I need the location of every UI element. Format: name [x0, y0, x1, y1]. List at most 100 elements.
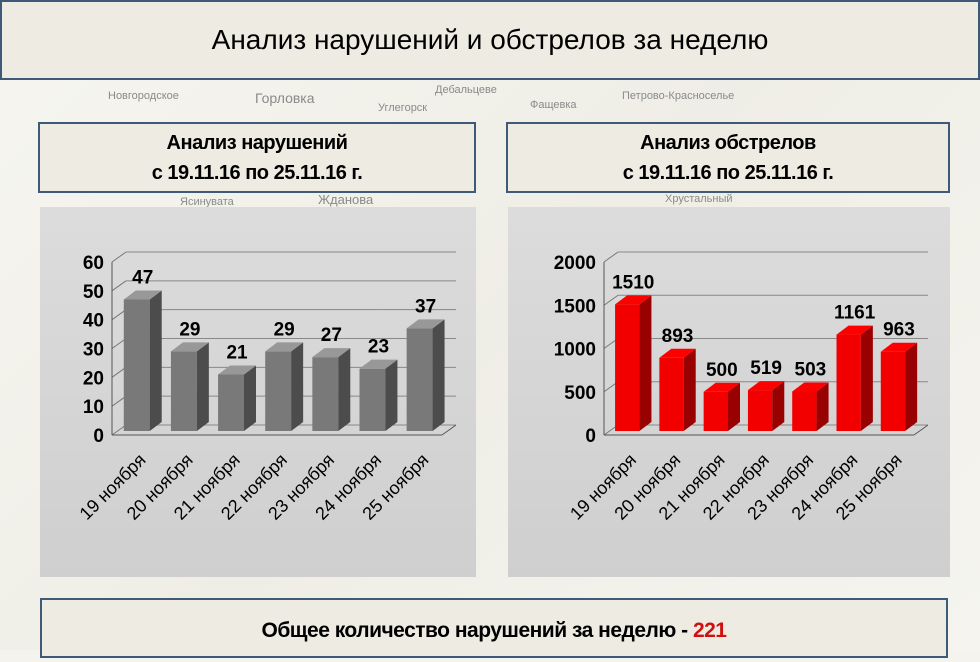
bar: [123, 299, 150, 431]
data-label: 29: [274, 319, 295, 340]
bar-side: [772, 381, 785, 431]
bar-side: [244, 365, 256, 431]
header-line: с 19.11.16 по 25.11.16 г.: [622, 162, 834, 184]
data-label: 503: [795, 359, 827, 380]
y-tick-label: 50: [83, 282, 104, 303]
bar-top: [659, 348, 696, 358]
header-line: с 19.11.16 по 25.11.16 г.: [151, 162, 363, 184]
map-label: Углегорск: [378, 102, 428, 114]
y-tick-label: 40: [83, 311, 104, 332]
left-chart-header: Анализ нарушений с 19.11.16 по 25.11.16 …: [38, 122, 476, 193]
data-label: 519: [750, 358, 782, 379]
data-label: 500: [706, 360, 738, 381]
gridline-diag: [111, 338, 127, 349]
data-label: 23: [368, 337, 389, 358]
bar-top: [836, 325, 873, 335]
header-line: Анализ нарушений: [166, 132, 348, 154]
bar-side: [639, 295, 652, 431]
y-tick-label: 20: [83, 368, 104, 389]
data-label: 37: [415, 296, 436, 317]
bar-side: [816, 382, 829, 431]
data-label: 27: [321, 325, 342, 346]
map-label: Жданова: [318, 192, 374, 207]
data-label: 21: [226, 342, 248, 363]
bar: [406, 328, 433, 431]
data-label: 47: [132, 267, 153, 288]
bar-side: [196, 342, 209, 431]
y-tick-label: 2000: [554, 253, 596, 274]
map-label: Петрово-Красноселье: [622, 90, 735, 102]
bar-side: [860, 325, 873, 431]
data-label: 963: [883, 320, 915, 341]
y-tick-label: 1000: [554, 340, 596, 361]
y-tick-label: 0: [93, 426, 104, 447]
bar: [880, 351, 906, 431]
y-tick-label: 60: [83, 253, 104, 274]
bar: [359, 368, 386, 431]
y-tick-label: 1500: [554, 296, 596, 317]
data-label: 1161: [834, 303, 876, 324]
bar: [312, 357, 339, 431]
bar-side: [432, 319, 445, 431]
bar-top: [123, 290, 162, 300]
gridline-diag: [111, 280, 127, 292]
y-tick-label: 500: [564, 383, 596, 404]
bar: [170, 351, 197, 431]
bar-side: [905, 342, 918, 431]
right-chart-header: Анализ обстрелов с 19.11.16 по 25.11.16 …: [506, 122, 950, 193]
gridline-diag: [111, 251, 127, 263]
data-label: 1510: [612, 272, 654, 293]
y-tick-label: 10: [83, 397, 104, 418]
bar-top: [218, 365, 256, 375]
bar-side: [338, 348, 351, 431]
gridline-diag: [111, 366, 127, 378]
bar-top: [312, 348, 351, 358]
bar: [836, 334, 861, 431]
map-label: Новгородское: [108, 90, 179, 102]
bar: [792, 391, 817, 431]
bar-top: [615, 295, 652, 305]
gridline-diag: [111, 424, 127, 436]
map-label: Фащевка: [530, 99, 577, 111]
map-label: Горловка: [255, 90, 315, 106]
shelling-chart-panel: 0 500 1000 1500 2000 1510 19 ноября 893 20 ноябр…: [508, 207, 950, 577]
bar-side: [683, 348, 696, 431]
x-axis-depth: [441, 424, 457, 436]
map-label: Дебальцеве: [435, 84, 497, 96]
gridline-diag: [603, 294, 619, 306]
bar-top: [170, 342, 209, 352]
header-line: Анализ обстрелов: [640, 132, 816, 154]
bar-side: [385, 359, 398, 431]
y-tick-label: 30: [83, 340, 104, 361]
map-label: Ясинувата: [180, 196, 234, 208]
bar: [747, 390, 773, 431]
violations-chart-panel: 0 10 20 30 40 50 60 47 19 ноября 29 20 ноября 21 21 …: [40, 207, 476, 577]
page-title: Анализ нарушений и обстрелов за неделю: [0, 0, 980, 80]
gridline-diag: [111, 395, 127, 407]
bar-side: [728, 382, 740, 431]
x-axis-depth: [913, 424, 929, 436]
gridline-diag: [111, 309, 127, 321]
total-summary: Общее количество нарушений за неделю - 2…: [40, 598, 948, 658]
bar-top: [880, 342, 918, 352]
bar: [615, 304, 640, 431]
bar-top: [359, 359, 398, 369]
y-tick-label: 0: [585, 426, 596, 447]
bar-side: [149, 290, 162, 431]
data-label: 893: [662, 326, 694, 347]
total-label: Общее количество нарушений за неделю -: [261, 619, 693, 642]
bar-top: [406, 319, 445, 329]
bar: [265, 351, 292, 431]
bar-side: [291, 342, 304, 431]
bar-top: [747, 381, 785, 391]
map-label: Хрустальный: [665, 193, 733, 205]
bar-top: [792, 382, 829, 392]
bar-top: [703, 382, 740, 392]
bar: [659, 357, 684, 431]
gridline-diag: [603, 251, 619, 263]
bar-top: [265, 342, 304, 352]
bar: [703, 391, 728, 431]
bar: [218, 374, 244, 431]
